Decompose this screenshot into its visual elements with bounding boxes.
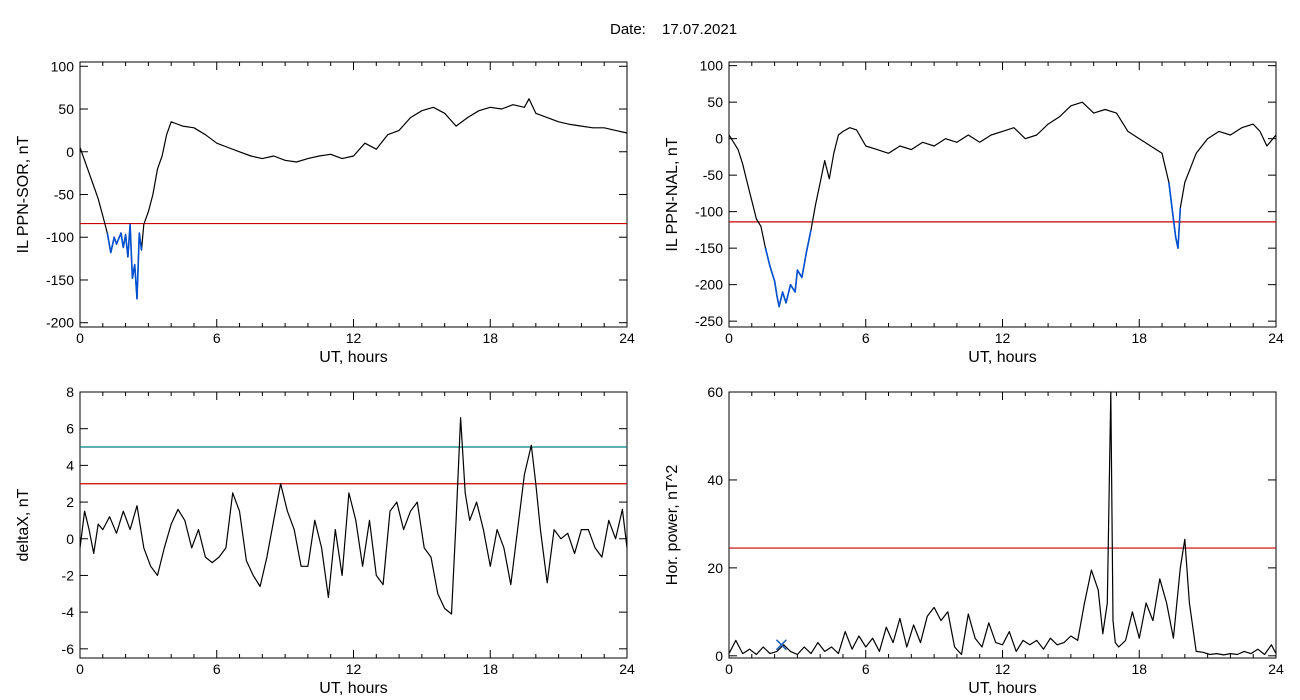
plot-frame: [79, 61, 628, 328]
plot-frame: [79, 391, 628, 659]
y-tick-label: -250: [695, 313, 723, 329]
x-tick-label: 0: [725, 330, 733, 346]
y-tick-label: -4: [62, 604, 75, 620]
y-tick-label: 60: [707, 384, 723, 400]
y-tick-label: -200: [695, 277, 723, 293]
y-tick-label: -50: [703, 167, 723, 183]
y-tick-label: 100: [51, 58, 75, 74]
x-tick-label: 0: [76, 330, 84, 346]
series-line: [728, 101, 1277, 308]
y-tick-label: 50: [707, 94, 723, 110]
chart-hor-power: 0 6 12 18 24 60 40 20 0 UT, hours Hor. power, nT^2: [664, 384, 1284, 697]
x-axis-label: UT, hours: [319, 349, 387, 366]
chart-deltax: 0 6 12 18 24 8 6 4 2 0 -2 -4 -6 UT, hours deltaX, nT: [15, 384, 635, 697]
y-tick-label: 0: [66, 144, 74, 160]
substorm-segment: [1168, 182, 1182, 249]
y-tick-label: 40: [707, 472, 723, 488]
y-tick-label: 0: [66, 531, 74, 547]
y-tick-label: 4: [66, 457, 74, 473]
x-tick-label: 24: [1268, 661, 1284, 677]
series-line: [79, 98, 628, 300]
plot-frame: [728, 391, 1277, 659]
series-line: [728, 391, 1277, 656]
x-tick-label: 0: [725, 661, 733, 677]
x-axis-label: UT, hours: [968, 349, 1036, 366]
y-axis-label: Hor. power, nT^2: [664, 465, 681, 586]
x-tick-label: 24: [1268, 330, 1284, 346]
date-value: 17.07.2021: [662, 21, 737, 38]
y-tick-label: 6: [66, 421, 74, 437]
y-tick-label: 2: [66, 494, 74, 510]
y-tick-label: 100: [700, 58, 724, 74]
x-tick-label: 12: [346, 330, 362, 346]
x-tick-label: 12: [346, 661, 362, 677]
y-tick-label: -100: [46, 229, 74, 245]
y-tick-label: -2: [62, 567, 75, 583]
series-line: [79, 417, 628, 615]
plot-frame: [728, 61, 1277, 328]
x-tick-label: 0: [76, 661, 84, 677]
x-tick-label: 6: [213, 661, 221, 677]
y-tick-label: -50: [54, 187, 74, 203]
date-header: Date: 17.07.2021: [610, 21, 737, 38]
y-tick-label: 50: [58, 101, 74, 117]
y-tick-label: -150: [695, 240, 723, 256]
y-axis-label: IL PPN-SOR, nT: [15, 135, 32, 253]
y-tick-label: 0: [715, 131, 723, 147]
x-tick-label: 12: [995, 661, 1011, 677]
y-tick-label: -6: [62, 641, 75, 657]
chart-ppn-sor: 0 6 12 18 24 100 50 0 -50 -100 -150 -200 UT, hours IL…: [15, 58, 635, 366]
y-tick-label: 8: [66, 384, 74, 400]
substorm-segment: [106, 223, 143, 300]
x-axis-label: UT, hours: [968, 680, 1036, 697]
substorm-segment: [764, 229, 812, 308]
event-marker: [775, 639, 787, 651]
y-tick-label: -200: [46, 315, 74, 331]
y-tick-label: -100: [695, 204, 723, 220]
x-tick-label: 6: [862, 661, 870, 677]
chart-ppn-nal: 0 6 12 18 24 100 50 0 -50 -100 -150 -200 -250 UT, hou…: [664, 58, 1284, 366]
x-tick-label: 18: [482, 661, 498, 677]
y-axis-label: deltaX, nT: [15, 488, 32, 561]
y-tick-label: -150: [46, 272, 74, 288]
x-tick-label: 6: [862, 330, 870, 346]
x-tick-label: 24: [619, 330, 635, 346]
x-tick-label: 18: [482, 330, 498, 346]
x-tick-label: 12: [995, 330, 1011, 346]
x-tick-label: 24: [619, 661, 635, 677]
x-tick-label: 18: [1131, 661, 1147, 677]
y-axis-label: IL PPN-NAL, nT: [664, 137, 681, 251]
date-label: Date:: [610, 21, 646, 38]
y-tick-label: 20: [707, 560, 723, 576]
x-axis-label: UT, hours: [319, 680, 387, 697]
x-tick-label: 6: [213, 330, 221, 346]
y-tick-label: 0: [715, 648, 723, 664]
x-tick-label: 18: [1131, 330, 1147, 346]
